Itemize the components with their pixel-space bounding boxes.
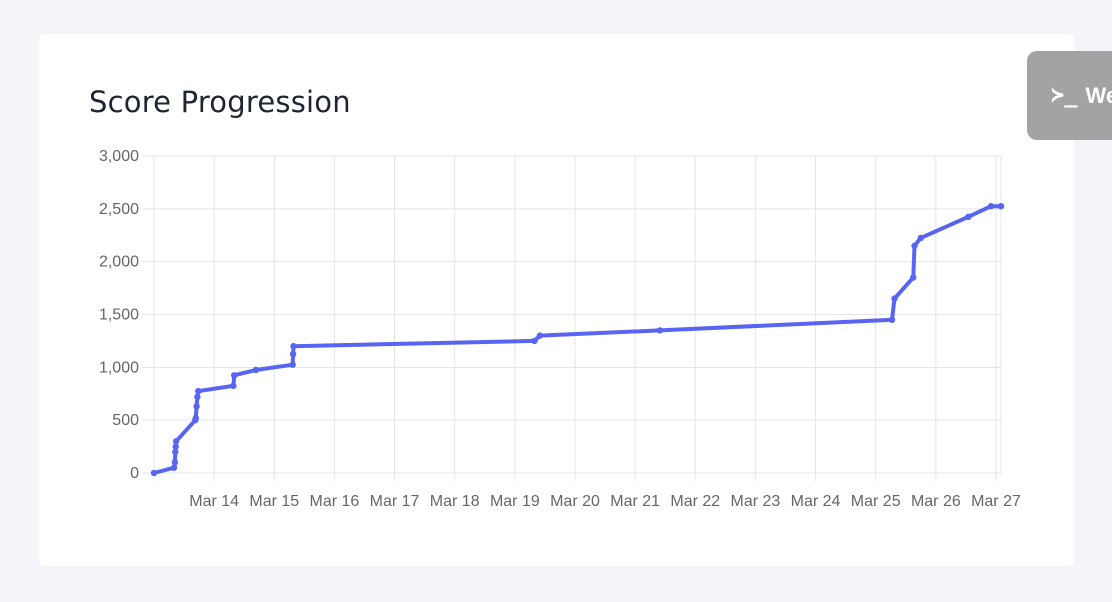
data-point xyxy=(965,213,972,220)
data-point xyxy=(194,393,201,401)
console-tab-label: We xyxy=(1085,82,1112,108)
card-title: Score Progression xyxy=(89,85,351,119)
x-tick-label: Mar 20 xyxy=(550,493,600,510)
ticks: 0 500 1,000 1,500 2,000 2,500 3,000 Mar 14 Mar 1… xyxy=(99,148,1021,510)
series-line xyxy=(152,204,1003,475)
data-point xyxy=(172,448,179,456)
data-point xyxy=(230,382,237,389)
data-point xyxy=(536,332,544,339)
x-tick-label: Mar 23 xyxy=(731,493,781,510)
data-point xyxy=(997,203,1005,210)
y-tick-label: 2,500 xyxy=(99,201,139,218)
grid xyxy=(142,155,1002,481)
x-tick-label: Mar 22 xyxy=(670,493,720,510)
x-tick-label: Mar 26 xyxy=(911,493,961,510)
data-point xyxy=(891,295,898,302)
score-progression-card: Score Progression 0 500 1,000 1,500 2,000 2,5… xyxy=(39,34,1074,566)
data-point xyxy=(193,403,200,410)
x-tick-label: Mar 17 xyxy=(370,493,420,510)
data-point xyxy=(172,443,179,450)
data-point xyxy=(531,337,538,345)
x-tick-label: Mar 24 xyxy=(791,493,841,510)
y-tick-label: 2,000 xyxy=(99,254,139,271)
data-point xyxy=(888,316,896,323)
data-point xyxy=(911,242,918,249)
series xyxy=(150,203,1005,477)
x-tick-label: Mar 27 xyxy=(971,493,1021,510)
y-tick-label: 1,000 xyxy=(99,359,139,376)
data-point xyxy=(195,387,202,395)
data-point xyxy=(656,327,663,334)
y-tick-label: 1,500 xyxy=(99,307,139,324)
x-tick-label: Mar 21 xyxy=(610,493,660,510)
data-point xyxy=(231,372,238,379)
data-point xyxy=(289,361,296,368)
y-tick-label: 0 xyxy=(130,465,139,482)
data-point xyxy=(289,350,297,358)
data-point xyxy=(917,234,924,242)
data-point xyxy=(172,438,180,445)
data-point xyxy=(192,414,199,422)
data-point xyxy=(910,274,917,281)
terminal-prompt-icon: ≻_ xyxy=(1051,82,1078,108)
x-tick-label: Mar 18 xyxy=(430,493,480,510)
x-tick-label: Mar 25 xyxy=(851,493,901,510)
data-point xyxy=(171,459,179,466)
x-tick-label: Mar 14 xyxy=(189,493,239,510)
data-point xyxy=(290,343,297,350)
data-point xyxy=(150,469,158,477)
x-tick-label: Mar 19 xyxy=(490,493,540,510)
x-tick-label: Mar 15 xyxy=(249,493,299,510)
data-point xyxy=(170,464,178,471)
score-progression-chart: 0 500 1,000 1,500 2,000 2,500 3,000 Mar 14 Mar 1… xyxy=(99,148,1021,510)
data-point xyxy=(987,203,995,210)
x-tick-label: Mar 16 xyxy=(310,493,360,510)
console-tab[interactable]: ≻_ We xyxy=(1027,51,1112,140)
y-tick-label: 3,000 xyxy=(99,148,139,165)
data-point xyxy=(252,366,260,374)
y-tick-label: 500 xyxy=(112,412,139,429)
